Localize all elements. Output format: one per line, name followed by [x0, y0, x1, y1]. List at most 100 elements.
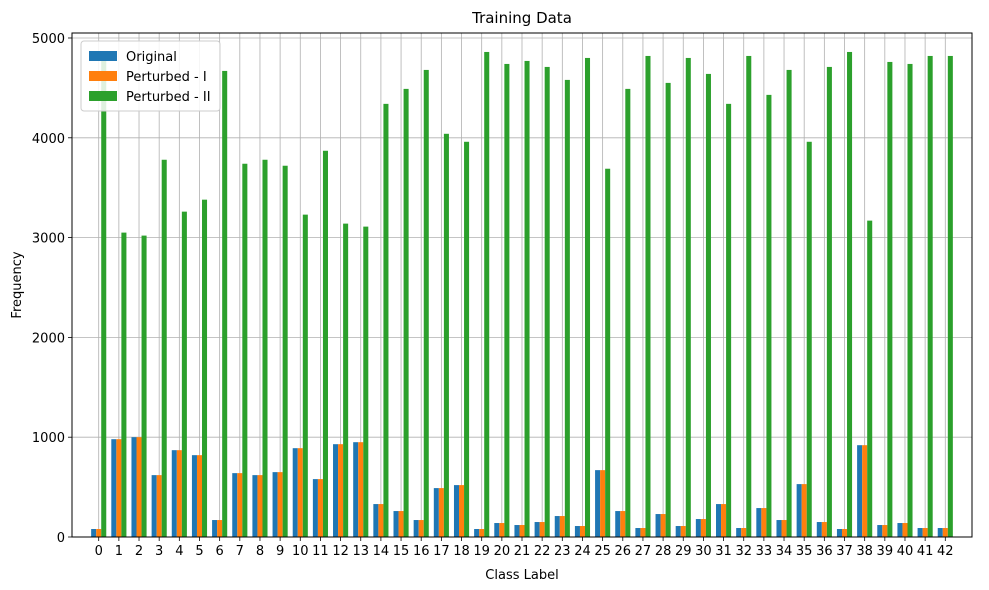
legend: Original Perturbed - I Perturbed - II — [80, 40, 221, 112]
y-tick-label: 2000 — [32, 331, 65, 346]
bar-original-2 — [131, 437, 137, 537]
x-tick-label: 12 — [332, 544, 349, 559]
bar-original-33 — [756, 508, 762, 537]
bar-perturbed-ii-10 — [302, 214, 308, 538]
bar-original-22 — [534, 522, 540, 537]
x-tick-label: 10 — [292, 544, 309, 559]
legend-label: Perturbed - II — [126, 90, 211, 105]
bar-perturbed-ii-20 — [504, 63, 510, 538]
x-tick-label: 26 — [615, 544, 632, 559]
x-tick-label: 9 — [276, 544, 284, 559]
bar-original-6 — [212, 520, 218, 537]
x-tick-label: 27 — [635, 544, 652, 559]
bar-perturbed-i-41 — [922, 528, 928, 537]
y-tick-label: 1000 — [32, 431, 65, 446]
bar-perturbed-ii-2 — [141, 235, 147, 537]
legend-swatch — [89, 91, 117, 101]
bar-original-11 — [312, 479, 318, 537]
bar-perturbed-i-4 — [176, 450, 182, 537]
bar-original-8 — [252, 475, 258, 537]
bar-original-42 — [937, 528, 943, 537]
x-tick-label: 5 — [195, 544, 203, 559]
x-tick-label: 33 — [756, 544, 773, 559]
bar-perturbed-ii-18 — [464, 141, 470, 537]
bar-perturbed-i-35 — [801, 484, 807, 537]
x-tick-label: 13 — [352, 544, 369, 559]
bar-perturbed-i-5 — [196, 455, 203, 537]
x-tick-label: 11 — [312, 544, 329, 559]
bar-perturbed-ii-41 — [927, 55, 933, 537]
bar-perturbed-i-38 — [862, 445, 868, 537]
x-tick-label: 6 — [216, 544, 224, 559]
bar-original-23 — [554, 516, 560, 537]
bar-original-19 — [474, 529, 480, 537]
bar-original-36 — [816, 522, 822, 537]
bar-original-12 — [333, 444, 339, 537]
x-tick-label: 25 — [594, 544, 611, 559]
bar-perturbed-i-22 — [539, 522, 545, 537]
bar-original-20 — [494, 523, 500, 537]
bar-perturbed-i-19 — [479, 529, 485, 537]
bar-perturbed-i-1 — [116, 439, 122, 537]
x-tick-label: 34 — [776, 544, 793, 559]
legend-label: Original — [126, 50, 177, 65]
bar-perturbed-i-30 — [700, 519, 706, 537]
x-tick-label: 8 — [256, 544, 264, 559]
x-tick-label: 18 — [453, 544, 470, 559]
bar-original-25 — [595, 470, 601, 537]
bar-original-5 — [191, 455, 197, 537]
bar-perturbed-ii-28 — [665, 82, 671, 537]
bar-perturbed-ii-11 — [322, 150, 328, 537]
x-tick-label: 15 — [393, 544, 410, 559]
bar-perturbed-ii-40 — [907, 63, 913, 538]
x-tick-label: 14 — [373, 544, 390, 559]
bar-perturbed-ii-14 — [383, 103, 389, 537]
bar-perturbed-i-28 — [660, 514, 666, 537]
bar-original-29 — [675, 526, 681, 537]
bar-original-4 — [171, 450, 177, 537]
bar-perturbed-i-2 — [136, 437, 142, 537]
legend-label: Perturbed - I — [126, 70, 207, 85]
bar-perturbed-i-37 — [841, 529, 848, 537]
bar-perturbed-i-26 — [620, 511, 626, 537]
bar-perturbed-ii-15 — [403, 88, 409, 538]
bar-perturbed-ii-23 — [564, 79, 570, 538]
bar-perturbed-i-6 — [217, 520, 223, 537]
x-tick-label: 41 — [917, 544, 934, 559]
bar-perturbed-ii-24 — [584, 57, 591, 537]
bar-perturbed-i-42 — [942, 528, 948, 537]
bar-perturbed-ii-35 — [806, 141, 812, 537]
bar-original-41 — [917, 528, 923, 537]
bar-original-21 — [514, 525, 520, 537]
bar-perturbed-ii-4 — [181, 211, 187, 537]
bar-perturbed-ii-17 — [443, 133, 449, 538]
x-tick-label: 23 — [554, 544, 571, 559]
bar-original-35 — [796, 484, 802, 537]
bar-perturbed-ii-19 — [484, 51, 490, 538]
bar-perturbed-i-29 — [680, 526, 686, 537]
bar-original-10 — [292, 448, 298, 537]
x-tick-label: 4 — [175, 544, 183, 559]
bar-perturbed-i-34 — [781, 520, 787, 537]
bar-original-37 — [836, 529, 842, 537]
bar-perturbed-i-36 — [821, 522, 827, 537]
bar-original-34 — [776, 520, 782, 537]
bar-perturbed-i-8 — [257, 475, 263, 537]
x-tick-label: 42 — [937, 544, 954, 559]
x-tick-label: 1 — [115, 544, 123, 559]
bar-perturbed-ii-22 — [544, 66, 550, 537]
bar-original-0 — [91, 529, 97, 537]
bar-perturbed-ii-13 — [363, 226, 369, 537]
bar-perturbed-i-25 — [600, 470, 606, 537]
chart-title: Training Data — [471, 9, 572, 27]
bar-perturbed-i-3 — [156, 475, 162, 537]
bar-perturbed-ii-32 — [746, 55, 752, 537]
x-tick-label: 39 — [877, 544, 894, 559]
x-tick-label: 21 — [514, 544, 531, 559]
bar-perturbed-ii-9 — [282, 165, 288, 537]
bar-original-38 — [857, 445, 863, 537]
bar-original-17 — [433, 488, 439, 537]
bar-perturbed-ii-37 — [847, 51, 853, 538]
bar-original-32 — [736, 528, 742, 537]
